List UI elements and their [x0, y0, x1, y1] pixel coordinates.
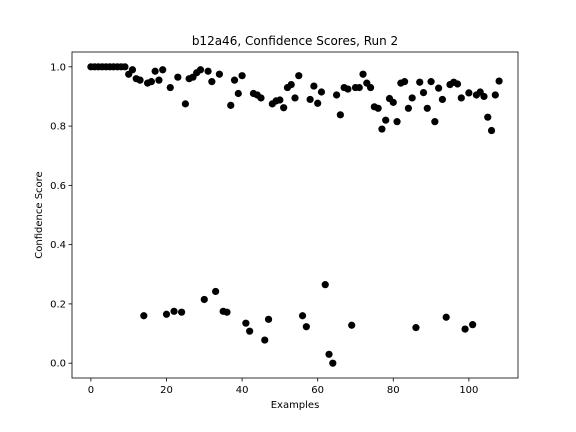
data-point	[495, 77, 503, 85]
data-point	[348, 321, 356, 329]
data-point	[215, 70, 224, 78]
data-point	[442, 313, 450, 321]
data-point	[196, 66, 205, 74]
data-point	[238, 72, 246, 80]
data-point	[280, 104, 288, 112]
data-point	[332, 91, 341, 99]
data-point	[261, 336, 269, 344]
data-point	[295, 72, 303, 80]
data-point	[204, 67, 212, 75]
data-point	[151, 67, 159, 75]
data-point	[416, 78, 424, 86]
y-axis-label: Confidence Score	[34, 171, 45, 258]
x-tick-label: 40	[236, 385, 249, 396]
data-point	[166, 83, 174, 92]
data-point	[246, 327, 254, 335]
y-tick-label: 0.8	[50, 122, 66, 133]
data-point	[242, 319, 250, 327]
data-point	[359, 70, 367, 78]
data-point	[147, 78, 155, 86]
y-tick-label: 0.0	[50, 359, 66, 370]
data-point	[325, 350, 333, 358]
data-point	[453, 80, 462, 88]
data-point	[121, 63, 129, 71]
x-tick-label: 100	[459, 385, 478, 396]
data-points	[87, 63, 503, 367]
data-point	[136, 76, 144, 84]
y-tick-label: 0.4	[50, 240, 66, 251]
data-point	[401, 78, 409, 86]
data-point	[306, 95, 314, 104]
data-point	[487, 126, 496, 135]
y-tick-label: 1.0	[50, 62, 66, 73]
data-point	[310, 82, 318, 90]
x-tick-label: 20	[160, 385, 173, 396]
data-point	[291, 94, 299, 102]
data-point	[469, 321, 477, 329]
data-point	[423, 104, 431, 112]
data-point	[174, 73, 182, 81]
data-point	[223, 308, 231, 316]
data-point	[480, 92, 488, 101]
data-point	[314, 99, 322, 107]
data-point	[287, 81, 295, 89]
data-point	[159, 66, 167, 74]
data-point	[234, 89, 242, 98]
data-point	[389, 98, 397, 106]
data-point	[162, 310, 171, 318]
data-point	[366, 83, 375, 92]
data-point	[329, 359, 337, 367]
data-point	[276, 96, 284, 104]
data-point	[438, 95, 447, 104]
data-point	[374, 104, 382, 112]
x-tick-label: 60	[311, 385, 324, 396]
data-point	[419, 89, 428, 97]
data-point	[393, 118, 401, 126]
data-point	[257, 94, 265, 102]
data-point	[382, 116, 390, 124]
data-point	[355, 83, 363, 92]
chart-title: b12a46, Confidence Scores, Run 2	[192, 34, 398, 48]
data-point	[155, 76, 163, 84]
data-point	[484, 113, 492, 121]
data-point	[317, 88, 326, 96]
data-point	[302, 323, 310, 331]
data-point	[344, 85, 352, 93]
data-point	[431, 118, 439, 126]
x-axis-label: Examples	[271, 400, 320, 411]
data-point	[230, 76, 239, 84]
data-point	[461, 325, 469, 333]
plot-frame	[71, 51, 519, 379]
data-point	[181, 100, 189, 108]
x-axis-ticks: 0 20 40 60 80 100	[88, 378, 478, 396]
data-point	[321, 281, 329, 289]
data-point	[378, 125, 386, 133]
data-point	[465, 89, 473, 97]
data-point	[212, 287, 220, 296]
data-point	[491, 91, 499, 99]
data-point	[427, 78, 435, 86]
data-point	[404, 104, 412, 112]
data-point	[408, 94, 416, 102]
data-point	[200, 295, 208, 304]
data-point	[140, 312, 148, 320]
data-point	[412, 324, 420, 332]
data-point	[336, 111, 344, 119]
data-point	[128, 66, 137, 74]
data-point	[227, 101, 235, 109]
y-tick-label: 0.2	[50, 299, 66, 310]
data-point	[208, 78, 216, 86]
y-axis-ticks: 0.0 0.2 0.4 0.6 0.8 1.0	[50, 62, 72, 370]
data-point	[264, 315, 273, 323]
data-point	[170, 307, 178, 315]
data-point	[178, 308, 186, 316]
x-tick-label: 80	[387, 385, 400, 396]
y-tick-label: 0.6	[50, 181, 66, 192]
data-point	[435, 84, 443, 92]
data-point	[298, 312, 307, 320]
data-point	[457, 94, 465, 102]
x-tick-label: 0	[88, 385, 94, 396]
